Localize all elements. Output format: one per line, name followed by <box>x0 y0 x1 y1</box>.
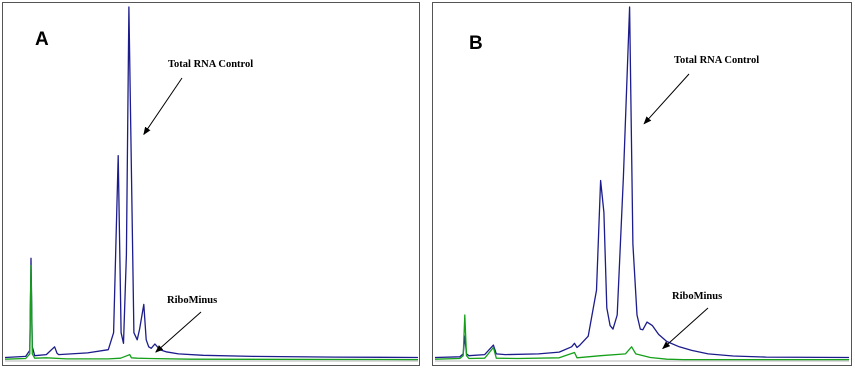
annotation-ribominus-a: RiboMinus <box>167 295 218 306</box>
series-line-a-0 <box>4 6 419 359</box>
plot-area-a <box>4 6 419 362</box>
chart-panel-a: A Total RNA Control RiboMinus <box>2 2 420 366</box>
chart-panel-b: B Total RNA Control RiboMinus <box>432 2 852 366</box>
annotation-total-rna-control-a: Total RNA Control <box>168 59 254 70</box>
annotation-arrow-b-1 <box>662 307 709 350</box>
annotation-ribominus-b: RiboMinus <box>672 291 723 302</box>
annotation-arrow-b-0 <box>643 73 690 125</box>
series-line-b-0 <box>434 6 850 359</box>
series-line-a-1 <box>4 264 419 361</box>
panel-label-a: A <box>35 29 49 50</box>
annotation-arrow-a-1 <box>155 311 202 353</box>
annotation-total-rna-control-b: Total RNA Control <box>674 55 760 66</box>
plot-area-b <box>434 6 850 362</box>
series-line-b-1 <box>434 314 849 361</box>
annotation-arrow-a-0 <box>143 77 183 136</box>
panel-label-b: B <box>469 33 483 54</box>
